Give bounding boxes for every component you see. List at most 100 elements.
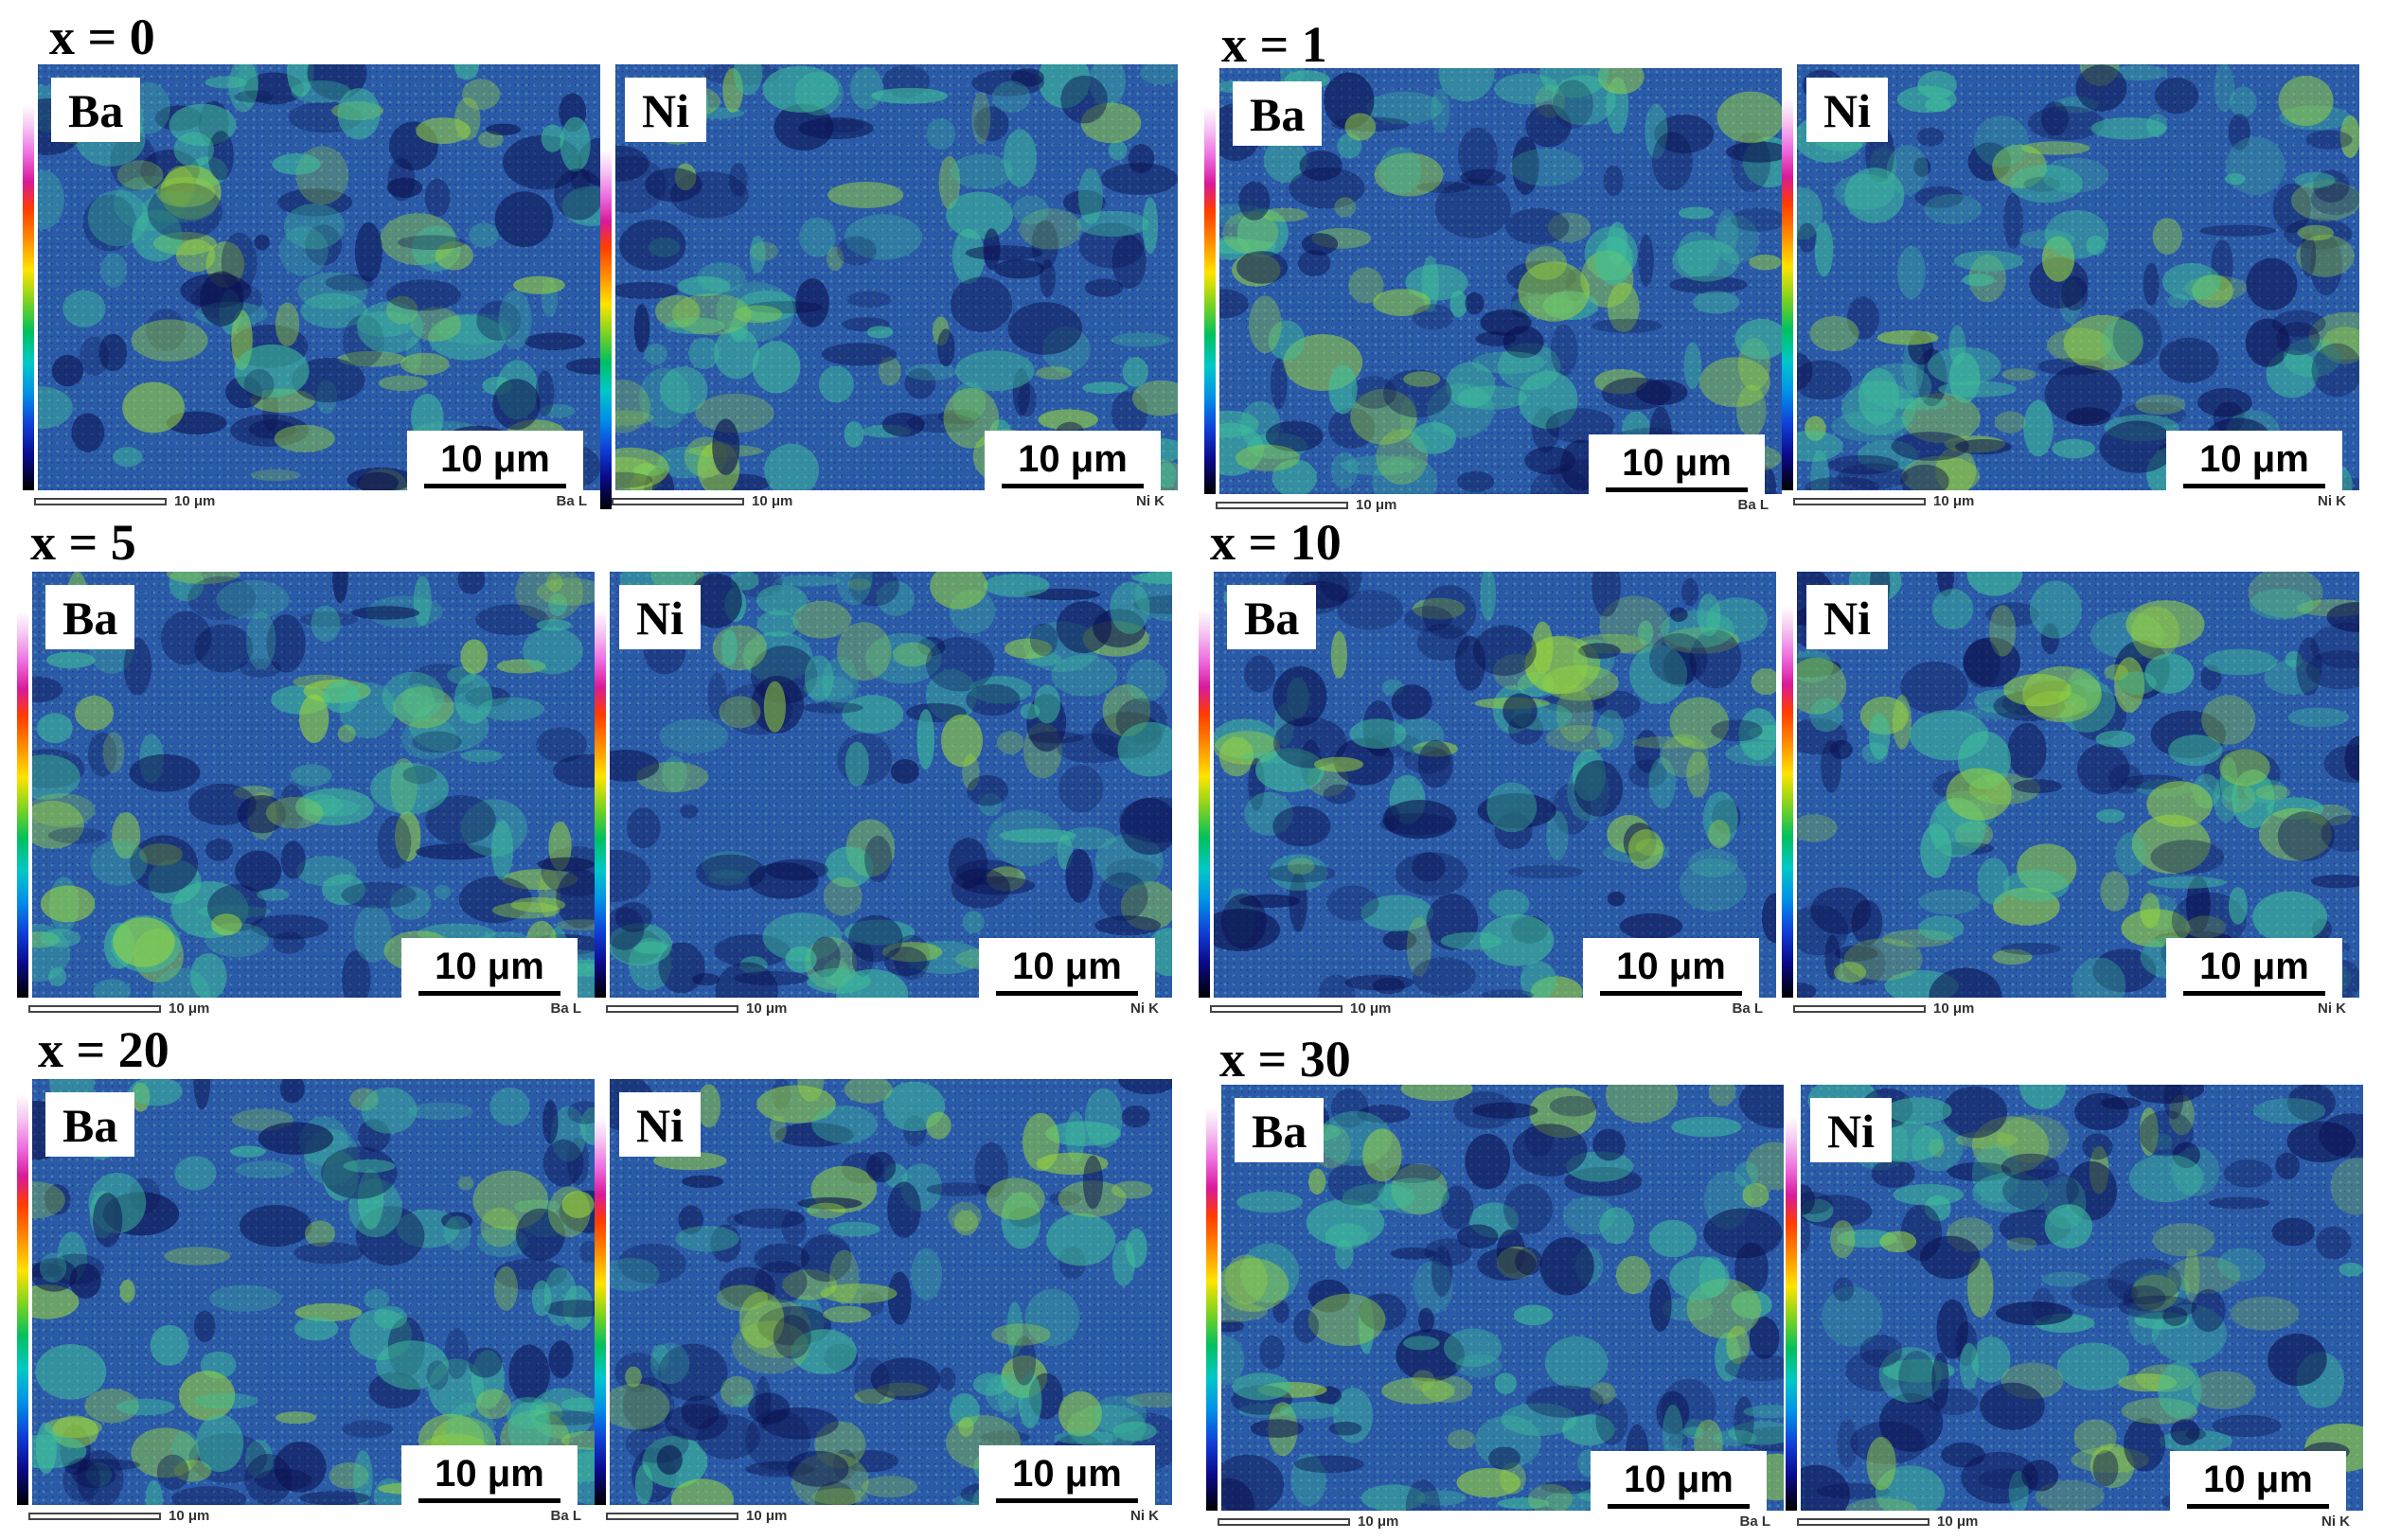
footer-scale-text: 10 μm [1933,493,1975,509]
scale-bar-text: 10 μm [1616,946,1726,987]
map-texture [610,572,1172,998]
eds-panel-x5-ba: Ba 10 μm 10 μm Ba L [17,572,595,1017]
colorbar [595,610,606,998]
footer-signal-text: Ba L [556,493,587,509]
colorbar [595,1117,606,1505]
scale-bar-box: 10 μm [979,1445,1155,1511]
footer-signal-text: Ni K [1130,1000,1159,1017]
element-label: Ba [51,78,141,142]
footer-scale-bar [1210,1005,1343,1013]
colorbar [1204,106,1216,494]
footer-scale-text: 10 μm [174,493,216,509]
footer-signal-text: Ba L [1732,1000,1763,1017]
element-label: Ni [619,585,701,649]
scale-bar-line [1608,1504,1750,1509]
scale-bar-box: 10 μm [2166,431,2342,496]
footer-scale-bar [606,1513,738,1520]
map-texture [1797,64,2359,490]
scale-bar-box: 10 μm [407,431,583,496]
scale-bar-text: 10 μm [1012,946,1122,987]
scale-bar-line [424,484,566,488]
footer-scale-text: 10 μm [746,1000,788,1017]
footer-signal-text: Ba L [550,1000,581,1017]
scale-bar-box: 10 μm [1591,1451,1767,1516]
scale-bar-text: 10 μm [435,1453,544,1495]
scale-bar-box: 10 μm [979,938,1155,1003]
colorbar [23,104,34,490]
scale-bar-line [418,1498,560,1503]
footer-scale-text: 10 μm [746,1508,788,1524]
scale-bar-box: 10 μm [2170,1451,2346,1516]
scale-bar-text: 10 μm [2199,438,2309,480]
map-texture [32,1079,595,1505]
map-texture [1801,1085,2363,1511]
map-footer: 10 μm Ni K [600,492,1178,511]
map-footer: 10 μm Ba L [1199,1000,1776,1018]
scale-bar-text: 10 μm [1012,1453,1122,1495]
element-label: Ni [1806,78,1888,142]
eds-panel-x30-ba: Ba 10 μm 10 μm Ba L [1206,1085,1784,1530]
footer-scale-bar [1793,498,1926,505]
map-footer: 10 μm Ni K [595,1000,1172,1018]
scale-bar-line [996,991,1138,996]
element-label: Ba [1227,585,1317,649]
elemental-map [1797,572,2359,998]
map-footer: 10 μm Ni K [1782,492,2359,511]
footer-scale-bar [1797,1518,1930,1526]
footer-scale-text: 10 μm [169,1000,210,1017]
footer-scale-text: 10 μm [1937,1513,1979,1530]
footer-scale-bar [1218,1518,1350,1526]
scale-bar-text: 10 μm [440,438,550,480]
footer-scale-bar [1793,1005,1926,1013]
footer-signal-text: Ni K [2318,493,2346,509]
scale-bar-text: 10 μm [1624,1459,1734,1500]
group-label-x5: x = 5 [30,514,136,571]
map-footer: 10 μm Ba L [17,1507,595,1526]
footer-signal-text: Ni K [1136,493,1165,509]
group-label-x10: x = 10 [1210,514,1342,571]
colorbar [1782,606,1793,998]
eds-panel-x0-ni: Ni 10 μm 10 μm Ni K [600,64,1178,509]
element-label: Ni [1810,1098,1892,1162]
footer-signal-text: Ni K [1130,1508,1159,1524]
scale-bar-text: 10 μm [2203,1459,2313,1500]
group-label-x30: x = 30 [1219,1031,1351,1088]
scale-bar-box: 10 μm [401,938,578,1003]
scale-bar-text: 10 μm [1018,438,1128,480]
footer-signal-text: Ba L [550,1508,581,1524]
colorbar [17,611,28,998]
scale-bar-line [418,991,560,996]
map-footer: 10 μm Ba L [17,1000,595,1018]
map-footer: 10 μm Ba L [1204,496,1782,515]
footer-scale-text: 10 μm [169,1508,210,1524]
eds-panel-x20-ba: Ba 10 μm 10 μm Ba L [17,1079,595,1524]
map-footer: 10 μm Ni K [595,1507,1172,1526]
footer-scale-bar [612,498,744,505]
map-texture [1221,1085,1784,1511]
group-label-x20: x = 20 [38,1021,169,1078]
scale-bar-line [2183,991,2325,996]
map-texture [1214,572,1776,998]
scale-bar-line [996,1498,1138,1503]
map-texture [1797,572,2359,998]
eds-panel-x30-ni: Ni 10 μm 10 μm Ni K [1786,1085,2363,1530]
colorbar [1786,1117,1797,1511]
colorbar [600,150,612,509]
scale-bar-box: 10 μm [1589,434,1765,500]
footer-scale-bar [34,498,167,505]
scale-bar-box: 10 μm [985,431,1161,496]
footer-scale-bar [606,1005,738,1013]
footer-signal-text: Ba L [1737,497,1769,513]
scale-bar-text: 10 μm [1622,442,1732,484]
eds-panel-x10-ni: Ni 10 μm 10 μm Ni K [1782,572,2359,1017]
elemental-map [32,1079,595,1505]
eds-panel-x10-ba: Ba 10 μm 10 μm Ba L [1199,572,1776,1017]
scale-bar-text: 10 μm [435,946,544,987]
colorbar [1782,98,1793,490]
element-label: Ba [1233,81,1323,146]
footer-signal-text: Ni K [2318,1000,2346,1017]
footer-scale-text: 10 μm [1933,1000,1975,1017]
scale-bar-line [1002,484,1144,488]
colorbar [17,1094,28,1505]
footer-signal-text: Ba L [1739,1513,1770,1530]
